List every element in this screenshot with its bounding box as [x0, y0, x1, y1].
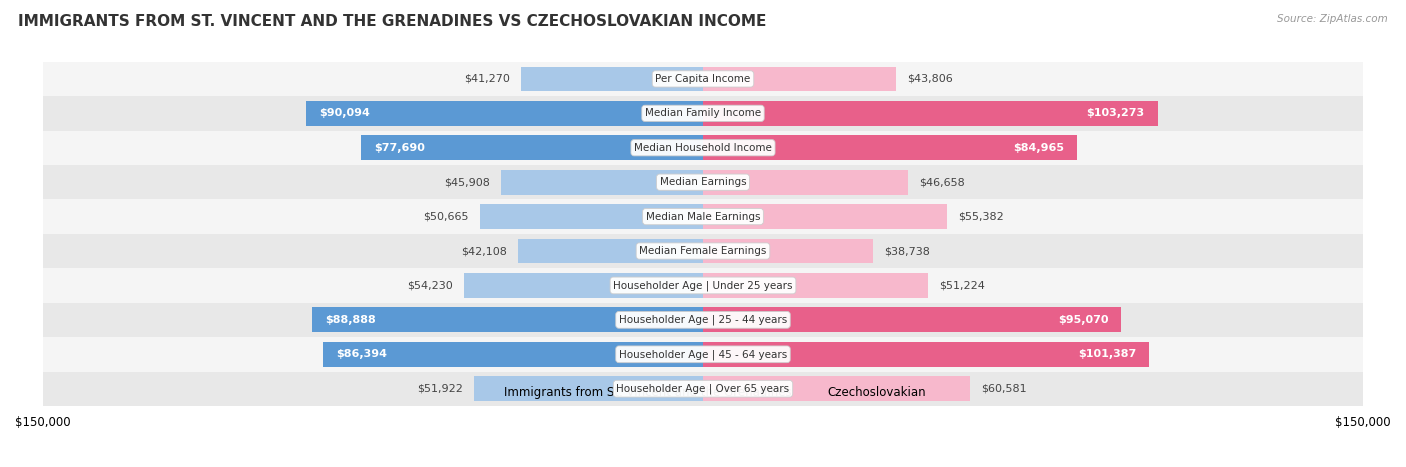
Text: $42,108: $42,108 [461, 246, 506, 256]
Bar [479, 204, 703, 229]
Bar [42, 303, 1364, 337]
Bar [703, 239, 873, 263]
Text: $103,273: $103,273 [1087, 108, 1144, 118]
Text: Median Female Earnings: Median Female Earnings [640, 246, 766, 256]
Text: Householder Age | Over 65 years: Householder Age | Over 65 years [616, 383, 790, 394]
Bar [703, 307, 1122, 332]
Text: Source: ZipAtlas.com: Source: ZipAtlas.com [1277, 14, 1388, 24]
Text: $46,658: $46,658 [920, 177, 965, 187]
Bar [361, 135, 703, 160]
Bar [703, 66, 896, 92]
Text: $51,922: $51,922 [418, 384, 464, 394]
Text: Median Household Income: Median Household Income [634, 143, 772, 153]
Text: $90,094: $90,094 [319, 108, 371, 118]
Bar [501, 170, 703, 195]
Text: Householder Age | Under 25 years: Householder Age | Under 25 years [613, 280, 793, 290]
Bar [703, 170, 908, 195]
Bar [323, 342, 703, 367]
Bar [703, 273, 928, 298]
Bar [42, 165, 1364, 199]
Bar [703, 101, 1157, 126]
Text: $38,738: $38,738 [884, 246, 931, 256]
Bar [522, 66, 703, 92]
Text: $88,888: $88,888 [325, 315, 375, 325]
Text: $45,908: $45,908 [444, 177, 489, 187]
Text: Householder Age | 25 - 44 years: Householder Age | 25 - 44 years [619, 315, 787, 325]
Bar [703, 342, 1149, 367]
Bar [42, 96, 1364, 131]
Text: Householder Age | 45 - 64 years: Householder Age | 45 - 64 years [619, 349, 787, 360]
Text: $95,070: $95,070 [1057, 315, 1108, 325]
Text: $51,224: $51,224 [939, 281, 986, 290]
Text: Median Male Earnings: Median Male Earnings [645, 212, 761, 222]
Bar [42, 372, 1364, 406]
Bar [703, 204, 946, 229]
Bar [312, 307, 703, 332]
Text: Per Capita Income: Per Capita Income [655, 74, 751, 84]
Bar [42, 268, 1364, 303]
Bar [42, 62, 1364, 96]
Bar [517, 239, 703, 263]
Text: Median Family Income: Median Family Income [645, 108, 761, 118]
Bar [307, 101, 703, 126]
Text: $60,581: $60,581 [980, 384, 1026, 394]
Bar [474, 376, 703, 401]
Text: $77,690: $77,690 [374, 143, 425, 153]
Bar [464, 273, 703, 298]
Text: $41,270: $41,270 [464, 74, 510, 84]
Text: $50,665: $50,665 [423, 212, 470, 222]
Bar [703, 135, 1077, 160]
Text: $101,387: $101,387 [1078, 349, 1136, 359]
Bar [42, 337, 1364, 372]
Bar [42, 234, 1364, 268]
Text: IMMIGRANTS FROM ST. VINCENT AND THE GRENADINES VS CZECHOSLOVAKIAN INCOME: IMMIGRANTS FROM ST. VINCENT AND THE GREN… [18, 14, 766, 29]
Text: $84,965: $84,965 [1012, 143, 1064, 153]
Legend: Immigrants from St. Vincent and the Grenadines, Czechoslovakian: Immigrants from St. Vincent and the Gren… [475, 381, 931, 403]
Bar [42, 199, 1364, 234]
Text: $43,806: $43,806 [907, 74, 952, 84]
Text: $86,394: $86,394 [336, 349, 387, 359]
Bar [703, 376, 970, 401]
Bar [42, 131, 1364, 165]
Text: Median Earnings: Median Earnings [659, 177, 747, 187]
Text: $55,382: $55,382 [957, 212, 1004, 222]
Text: $54,230: $54,230 [408, 281, 453, 290]
